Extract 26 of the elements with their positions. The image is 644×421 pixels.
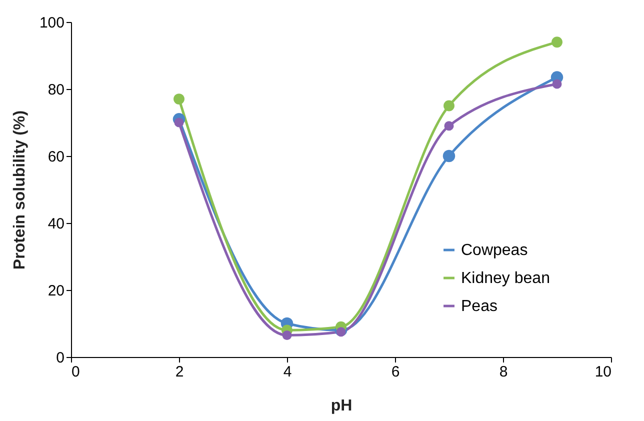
- legend-label: Kidney bean: [461, 270, 550, 287]
- point: [174, 94, 184, 105]
- x-tick-label: 6: [391, 364, 400, 380]
- y-tick-label: 80: [48, 82, 64, 98]
- point: [552, 79, 562, 89]
- y-tick-label: 60: [48, 148, 64, 166]
- legend-label: Peas: [461, 298, 498, 315]
- y-tick-label: 0: [56, 350, 64, 366]
- x-axis-title: pH: [330, 398, 352, 414]
- legend-label: Cowpeas: [461, 242, 528, 259]
- point: [444, 121, 454, 131]
- y-axis-title: Protein solubility (%): [11, 110, 28, 270]
- x-tick-label: 8: [499, 364, 508, 380]
- y-tick-label: 100: [39, 14, 64, 32]
- x-tick-label: 10: [594, 364, 612, 380]
- x-tick-label: 0: [72, 364, 80, 380]
- point: [282, 330, 292, 340]
- y-tick-label: 20: [48, 282, 64, 300]
- point: [442, 150, 456, 162]
- point: [336, 327, 346, 337]
- point: [174, 118, 184, 128]
- x-tick-label: 2: [175, 364, 184, 380]
- x-tick-label: 4: [283, 364, 292, 380]
- point: [552, 36, 562, 48]
- point: [444, 100, 454, 112]
- y-tick-label: 40: [48, 216, 64, 232]
